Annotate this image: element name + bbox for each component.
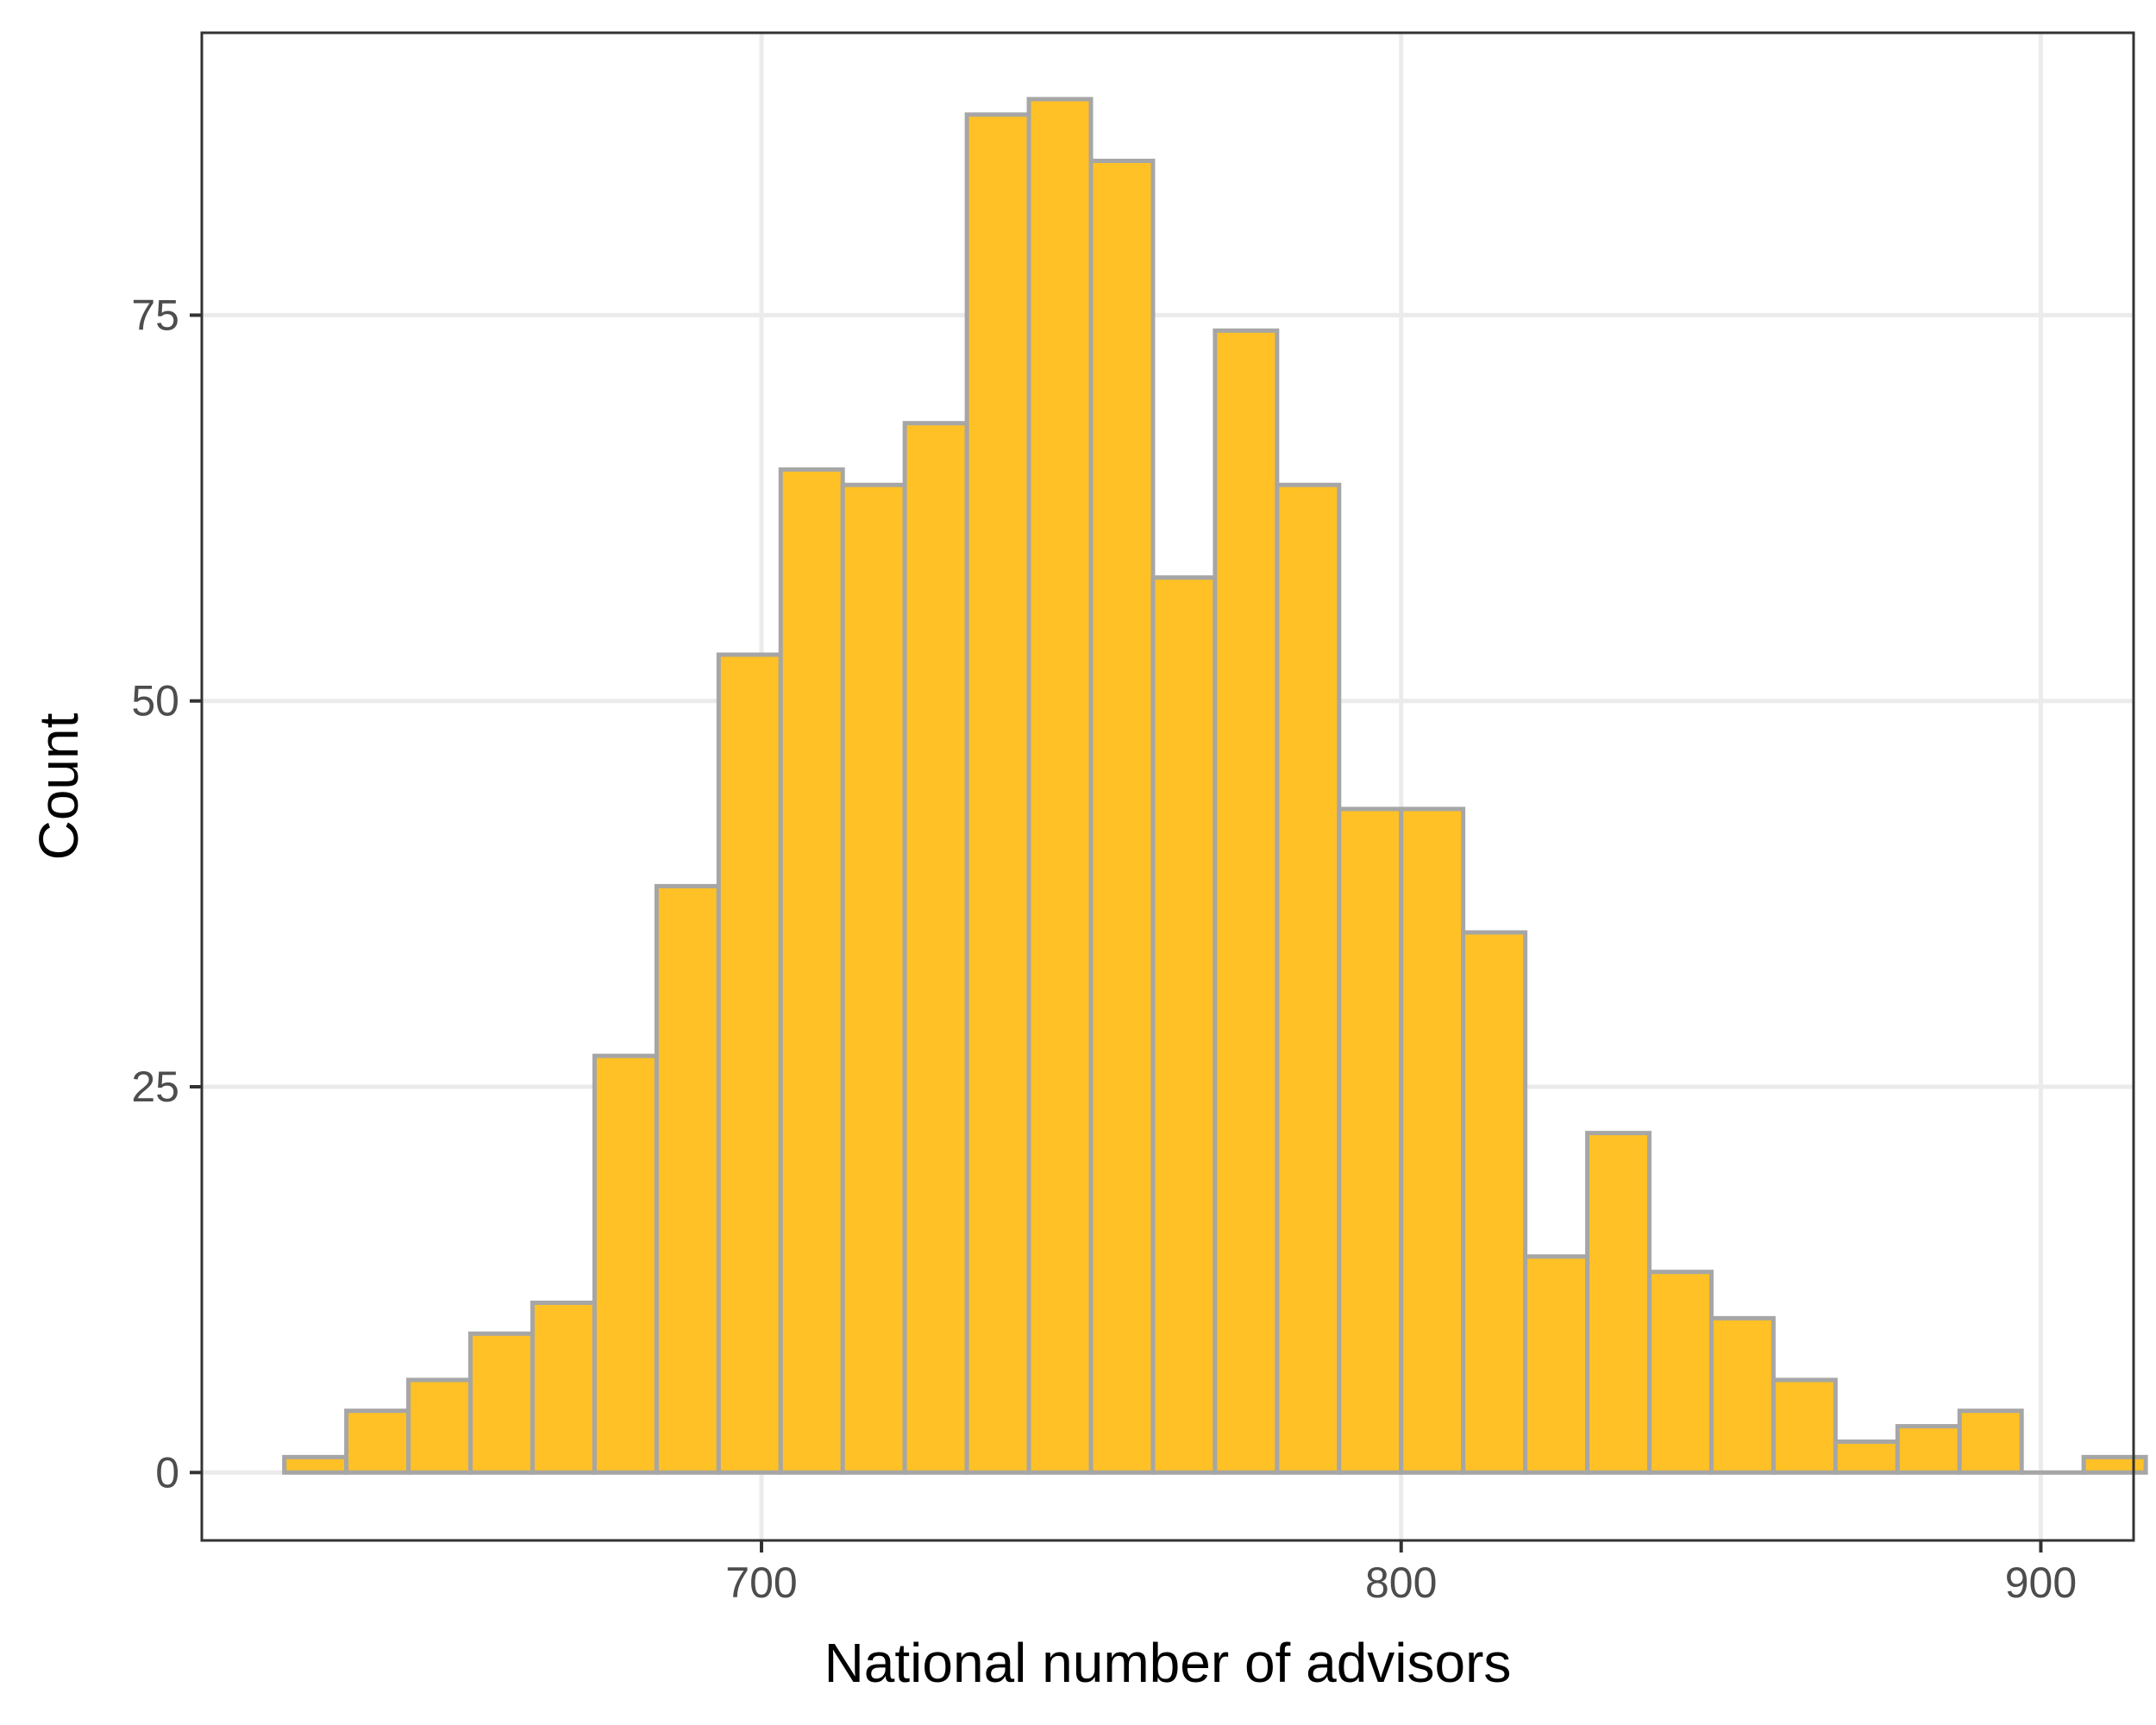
y-tick-label-50: 50 <box>131 677 179 725</box>
x-axis-title: National number of advisors <box>824 1632 1512 1694</box>
histogram-bar-5 <box>530 1300 597 1475</box>
y-tick-label-25: 25 <box>131 1063 179 1111</box>
histogram-bar-12 <box>964 112 1031 1475</box>
y-axis: 0 25 50 75 <box>131 291 202 1496</box>
x-tick-label-900: 900 <box>2005 1559 2077 1607</box>
histogram-bar-8 <box>716 652 783 1475</box>
y-tick-label-0: 0 <box>155 1448 179 1496</box>
x-tick-label-700: 700 <box>725 1559 797 1607</box>
histogram-bars <box>282 97 2148 1475</box>
histogram-bar-30 <box>2081 1454 2148 1475</box>
histogram-bar-23 <box>1647 1270 1714 1475</box>
histogram-bar-21 <box>1523 1254 1590 1475</box>
histogram-bar-15 <box>1150 575 1218 1475</box>
histogram-bar-4 <box>468 1331 535 1475</box>
x-axis: 700 800 900 <box>725 1540 2077 1607</box>
y-axis-title: Count <box>28 712 90 860</box>
histogram-bar-24 <box>1708 1315 1776 1475</box>
histogram-bar-27 <box>1895 1424 1962 1475</box>
histogram-bar-26 <box>1833 1439 1900 1475</box>
histogram-bar-7 <box>654 883 721 1475</box>
histogram-bar-2 <box>344 1408 411 1475</box>
y-tick-label-75: 75 <box>131 291 179 339</box>
histogram-bar-1 <box>282 1454 349 1475</box>
histogram-bar-13 <box>1026 97 1094 1475</box>
histogram-bar-11 <box>902 421 969 1475</box>
histogram-bar-3 <box>406 1377 473 1475</box>
histogram-bar-16 <box>1213 328 1280 1475</box>
histogram-bar-10 <box>840 482 907 1475</box>
panel-border <box>200 31 2135 1542</box>
histogram-bar-18 <box>1337 806 1404 1475</box>
histogram-bar-6 <box>592 1053 659 1475</box>
histogram-bar-14 <box>1088 158 1156 1475</box>
histogram-bar-28 <box>1957 1408 2024 1475</box>
x-tick-label-800: 800 <box>1365 1559 1437 1607</box>
histogram-bar-25 <box>1771 1377 1838 1475</box>
histogram-bar-17 <box>1275 482 1342 1475</box>
histogram-bar-20 <box>1461 930 1528 1475</box>
histogram-bar-19 <box>1399 806 1466 1475</box>
histogram-bar-9 <box>778 467 845 1475</box>
histogram-bar-22 <box>1585 1131 1652 1475</box>
